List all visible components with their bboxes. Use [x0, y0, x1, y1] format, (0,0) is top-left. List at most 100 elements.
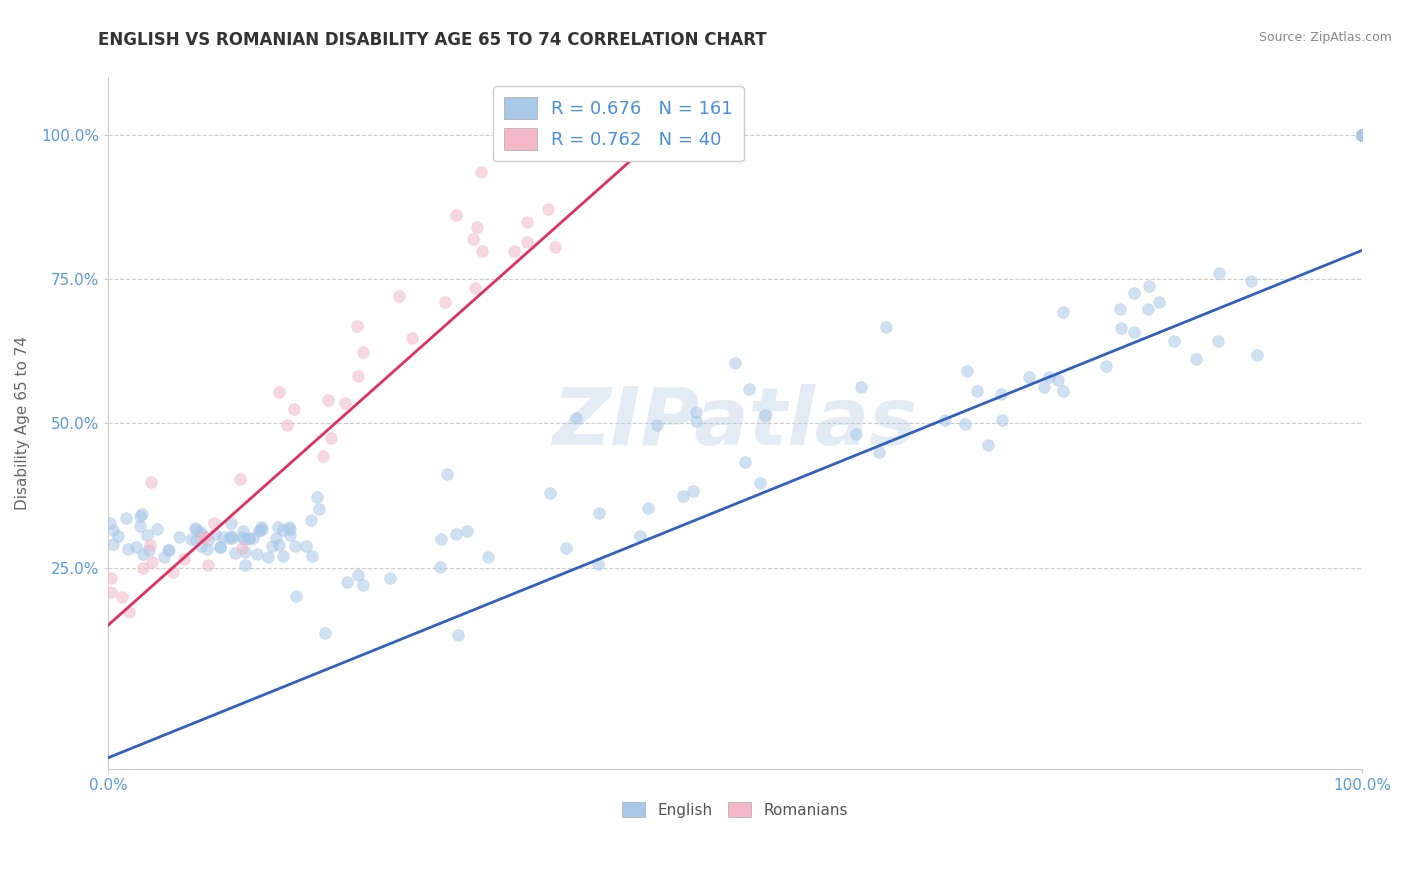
- Point: [1351, 128, 1374, 142]
- Point: [131, 507, 153, 521]
- Point: [314, 626, 336, 640]
- Point: [401, 331, 423, 345]
- Point: [380, 571, 402, 585]
- Point: [269, 538, 291, 552]
- Point: [1351, 128, 1374, 142]
- Point: [1351, 128, 1374, 142]
- Point: [990, 386, 1012, 401]
- Point: [352, 578, 374, 592]
- Point: [98, 516, 121, 531]
- Point: [628, 528, 651, 542]
- Point: [191, 526, 214, 541]
- Point: [1351, 128, 1374, 142]
- Point: [167, 530, 190, 544]
- Point: [1351, 128, 1374, 142]
- Point: [197, 558, 219, 573]
- Point: [285, 589, 308, 603]
- Point: [470, 165, 492, 179]
- Point: [1351, 128, 1374, 142]
- Point: [353, 345, 375, 359]
- Point: [388, 289, 411, 303]
- Point: [1351, 128, 1374, 142]
- Point: [299, 513, 322, 527]
- Point: [1038, 370, 1060, 384]
- Point: [183, 521, 205, 535]
- Point: [346, 318, 368, 333]
- Point: [202, 516, 225, 530]
- Point: [100, 585, 122, 599]
- Point: [845, 427, 868, 442]
- Point: [1208, 266, 1230, 280]
- Point: [465, 220, 488, 235]
- Point: [544, 240, 567, 254]
- Point: [219, 516, 242, 530]
- Point: [1033, 380, 1056, 394]
- Point: [125, 541, 148, 555]
- Point: [193, 531, 215, 545]
- Point: [221, 532, 243, 546]
- Point: [1018, 370, 1040, 384]
- Point: [267, 384, 290, 399]
- Point: [233, 532, 256, 546]
- Point: [266, 531, 288, 545]
- Point: [516, 235, 538, 250]
- Point: [1351, 128, 1374, 142]
- Point: [1123, 285, 1146, 300]
- Point: [588, 506, 610, 520]
- Point: [1240, 274, 1263, 288]
- Point: [1351, 128, 1374, 142]
- Point: [138, 543, 160, 558]
- Point: [247, 524, 270, 538]
- Point: [645, 417, 668, 432]
- Point: [565, 411, 588, 425]
- Point: [1047, 373, 1070, 387]
- Point: [1351, 128, 1374, 142]
- Point: [318, 393, 340, 408]
- Point: [209, 541, 232, 555]
- Point: [139, 538, 162, 552]
- Point: [197, 533, 219, 547]
- Point: [1351, 128, 1374, 142]
- Point: [156, 542, 179, 557]
- Point: [195, 542, 218, 557]
- Point: [308, 502, 330, 516]
- Point: [321, 431, 343, 445]
- Point: [1206, 334, 1229, 349]
- Point: [1351, 128, 1374, 142]
- Point: [991, 412, 1014, 426]
- Point: [516, 215, 538, 229]
- Point: [1351, 128, 1374, 142]
- Point: [347, 568, 370, 582]
- Point: [229, 472, 252, 486]
- Point: [1351, 128, 1374, 142]
- Point: [276, 418, 298, 433]
- Point: [218, 531, 240, 545]
- Point: [173, 552, 195, 566]
- Point: [444, 208, 467, 222]
- Point: [456, 524, 478, 538]
- Point: [242, 532, 264, 546]
- Point: [966, 384, 988, 398]
- Point: [295, 539, 318, 553]
- Point: [1137, 278, 1160, 293]
- Point: [186, 533, 208, 548]
- Point: [955, 364, 977, 378]
- Point: [193, 530, 215, 544]
- Point: [1351, 128, 1374, 142]
- Point: [132, 547, 155, 561]
- Point: [685, 405, 707, 419]
- Point: [1351, 128, 1374, 142]
- Point: [153, 549, 176, 564]
- Point: [141, 555, 163, 569]
- Point: [262, 539, 284, 553]
- Point: [103, 524, 125, 538]
- Point: [1351, 128, 1374, 142]
- Point: [1052, 384, 1074, 398]
- Legend: English, Romanians: English, Romanians: [616, 796, 853, 824]
- Point: [851, 380, 873, 394]
- Point: [347, 369, 370, 384]
- Point: [271, 523, 294, 537]
- Point: [157, 542, 180, 557]
- Point: [278, 520, 301, 534]
- Point: [1163, 334, 1185, 348]
